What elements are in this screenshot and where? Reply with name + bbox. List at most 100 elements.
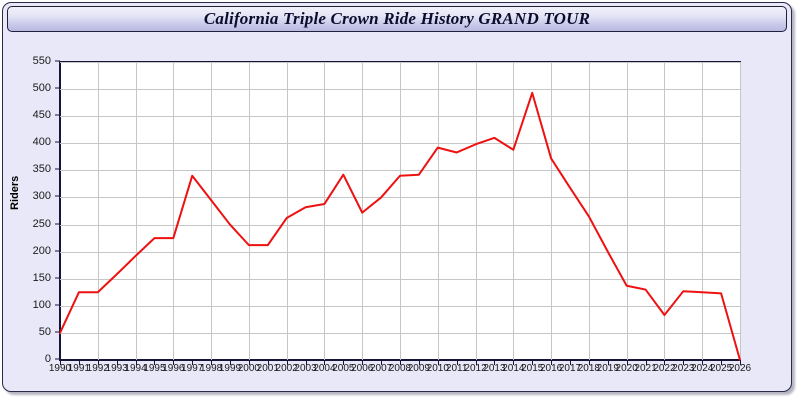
y-tick-mark	[55, 304, 60, 306]
x-tick-mark	[305, 360, 307, 365]
gridline-vertical	[702, 62, 704, 360]
x-tick-label: 2001	[256, 363, 279, 374]
title-bar: California Triple Crown Ride History GRA…	[7, 6, 787, 32]
x-tick-mark	[494, 360, 496, 365]
x-tick-mark	[116, 360, 118, 365]
x-tick-label: 1993	[105, 363, 128, 374]
line-series	[59, 91, 741, 361]
y-tick-mark	[55, 60, 60, 62]
x-tick-label: 1991	[67, 363, 90, 374]
y-tick-label: 0	[44, 353, 51, 365]
x-tick-label: 2015	[521, 363, 544, 374]
gridline-vertical	[475, 62, 477, 360]
x-tick-label: 2005	[332, 363, 355, 374]
x-tick-label: 1998	[199, 363, 223, 374]
x-tick-mark	[211, 360, 213, 365]
x-tick-mark	[721, 360, 723, 365]
gridline-vertical	[400, 62, 401, 360]
x-tick-mark	[97, 360, 99, 365]
x-tick-mark	[437, 360, 439, 365]
x-tick-label: 1990	[48, 363, 72, 374]
gridline-vertical	[664, 62, 666, 360]
y-axis-line	[59, 61, 61, 361]
x-tick-label: 2020	[615, 363, 638, 374]
gridline-vertical	[211, 62, 213, 360]
y-tick-mark	[55, 87, 60, 89]
x-tick-label: 2008	[388, 363, 412, 374]
gridline-vertical	[513, 62, 515, 360]
y-tick-mark	[55, 223, 60, 225]
x-tick-mark	[570, 360, 571, 365]
x-tick-mark	[551, 360, 553, 365]
x-tick-label: 2011	[445, 363, 468, 374]
x-tick-label: 2016	[539, 363, 563, 374]
y-tick-label: 550	[32, 55, 51, 67]
x-tick-label: 2007	[369, 363, 393, 374]
x-tick-label: 1994	[124, 363, 147, 374]
x-tick-mark	[362, 360, 364, 365]
x-tick-label: 2010	[426, 363, 449, 374]
y-tick-mark	[55, 141, 60, 143]
x-tick-mark	[740, 360, 741, 365]
x-tick-mark	[588, 360, 590, 365]
x-tick-mark	[324, 360, 326, 365]
gridline-vertical	[324, 62, 326, 360]
x-tick-mark	[418, 360, 420, 365]
x-tick-mark	[173, 360, 175, 365]
x-tick-label: 2003	[294, 363, 317, 374]
x-tick-mark	[135, 360, 137, 365]
x-tick-label: 2017	[558, 363, 582, 374]
x-tick-label: 2014	[502, 363, 525, 374]
x-tick-label: 2002	[275, 363, 298, 374]
y-tick-label: 200	[32, 244, 51, 257]
gridline-vertical	[740, 62, 741, 360]
y-tick-label: 150	[32, 271, 51, 284]
x-tick-label: 1996	[162, 363, 185, 374]
x-tick-label: 2000	[237, 363, 260, 374]
gridline-vertical	[286, 62, 288, 360]
x-tick-mark	[400, 360, 401, 365]
y-tick-label: 50	[38, 325, 51, 338]
gridline-vertical	[626, 62, 628, 360]
x-tick-mark	[645, 360, 647, 365]
gridline-vertical	[135, 62, 137, 360]
x-tick-label: 2026	[728, 363, 752, 374]
plot-area	[59, 61, 741, 361]
gridline-vertical	[437, 62, 439, 360]
x-tick-label: 2012	[464, 363, 487, 374]
y-tick-mark	[55, 277, 60, 279]
x-tick-mark	[381, 360, 383, 365]
y-tick-mark	[55, 358, 60, 360]
gridline-vertical	[588, 62, 590, 360]
gridline-vertical	[551, 62, 553, 360]
x-tick-label: 2018	[577, 363, 600, 374]
x-tick-label: 2019	[596, 363, 619, 374]
y-tick-label: 300	[32, 190, 51, 203]
x-tick-mark	[475, 360, 477, 365]
x-tick-label: 2013	[483, 363, 506, 374]
x-tick-label: 2025	[709, 363, 733, 374]
x-tick-label: 2021	[634, 363, 657, 374]
x-tick-mark	[607, 360, 609, 365]
x-tick-label: 2009	[407, 363, 430, 374]
x-tick-label: 1997	[181, 363, 204, 374]
x-tick-mark	[513, 360, 515, 365]
y-tick-mark	[55, 168, 60, 170]
x-tick-mark	[532, 360, 534, 365]
x-tick-mark	[192, 360, 194, 365]
x-tick-label: 1999	[218, 363, 242, 374]
y-tick-mark	[55, 331, 60, 333]
x-tick-label: 2006	[351, 363, 374, 374]
y-tick-label: 250	[32, 217, 51, 230]
x-tick-mark	[683, 360, 685, 365]
x-tick-label: 2004	[313, 363, 336, 374]
x-tick-mark	[230, 360, 231, 365]
x-tick-label: 1995	[143, 363, 166, 374]
x-tick-label: 1992	[86, 363, 109, 374]
x-tick-mark	[664, 360, 666, 365]
y-tick-label: 100	[32, 298, 51, 311]
x-tick-mark	[286, 360, 288, 365]
x-tick-label: 2024	[691, 363, 714, 374]
page-title: California Triple Crown Ride History GRA…	[203, 9, 591, 28]
chart-window: California Triple Crown Ride History GRA…	[2, 2, 792, 392]
